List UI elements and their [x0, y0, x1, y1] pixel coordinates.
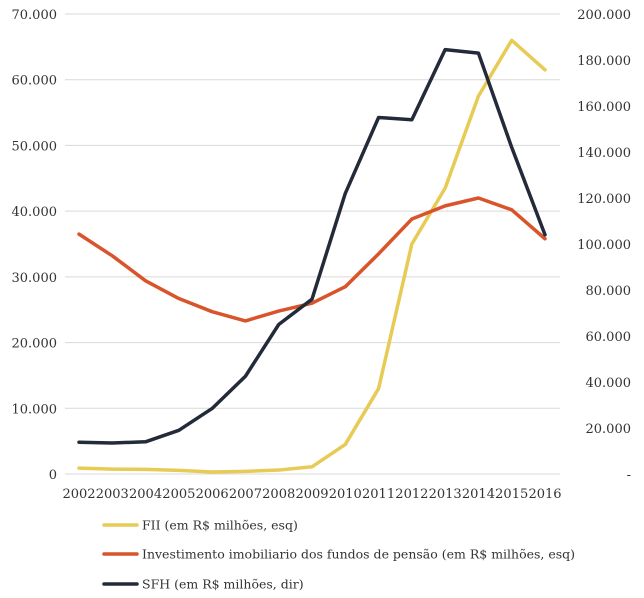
- y-left-tick-label: 60.000: [12, 74, 58, 89]
- left-axis: 0 10.000 20.000 30.000 40.000 50.000 60.000 70.…: [12, 8, 58, 483]
- legend-label: FII (em R$ milhões, esq): [142, 518, 298, 533]
- y-right-tick-label: 140.000: [577, 146, 631, 161]
- y-left-tick-label: 10.000: [12, 402, 58, 417]
- y-right-tick-label: 80.000: [586, 284, 632, 299]
- x-tick-label: 2002: [62, 487, 95, 502]
- x-axis: 2002 2003 2004 2005 2006 2007 2008 2009 2010 2011…: [62, 487, 561, 502]
- y-right-tick-label: 100.000: [577, 238, 631, 253]
- y-left-tick-label: 50.000: [12, 139, 58, 154]
- right-axis: - 20.000 40.000 60.000 80.000 100.000 120.000 1…: [577, 8, 631, 483]
- x-tick-label: 2015: [495, 487, 528, 502]
- series-line-2: [77, 47, 547, 445]
- y-left-tick-label: 20.000: [12, 337, 58, 352]
- y-right-tick-label: 160.000: [577, 100, 631, 115]
- series-lines: [77, 38, 547, 474]
- x-tick-label: 2013: [429, 487, 462, 502]
- y-right-tick-label: 180.000: [577, 54, 631, 69]
- y-right-tick-label: 200.000: [577, 8, 631, 23]
- x-tick-label: 2003: [96, 487, 129, 502]
- x-tick-label: 2012: [395, 487, 428, 502]
- legend-label: Investimento imobiliario dos fundos de p…: [142, 547, 575, 562]
- x-tick-label: 2007: [229, 487, 262, 502]
- x-tick-label: 2004: [129, 487, 162, 502]
- x-tick-label: 2011: [362, 487, 395, 502]
- x-tick-label: 2016: [528, 487, 561, 502]
- x-tick-label: 2005: [162, 487, 195, 502]
- x-tick-label: 2014: [462, 487, 495, 502]
- y-left-tick-label: 30.000: [12, 271, 58, 286]
- x-tick-label: 2008: [262, 487, 295, 502]
- y-right-tick-label: 20.000: [586, 422, 632, 437]
- y-right-tick-label: 120.000: [577, 192, 631, 207]
- x-tick-label: 2009: [295, 487, 328, 502]
- y-left-tick-label: 40.000: [12, 205, 58, 220]
- x-tick-label: 2006: [196, 487, 229, 502]
- gridlines: [65, 13, 560, 475]
- y-left-tick-label: 0: [49, 468, 57, 483]
- x-tick-label: 2010: [329, 487, 362, 502]
- y-right-tick-label: -: [627, 468, 631, 483]
- y-left-tick-label: 70.000: [12, 8, 58, 23]
- y-right-tick-label: 60.000: [586, 330, 632, 345]
- y-right-tick-label: 40.000: [586, 376, 632, 391]
- legend-label: SFH (em R$ milhões, dir): [142, 577, 304, 592]
- series-line-1: [77, 196, 547, 323]
- series-line-0: [77, 38, 547, 474]
- legend: FII (em R$ milhões, esq) Investimento imo…: [102, 518, 575, 592]
